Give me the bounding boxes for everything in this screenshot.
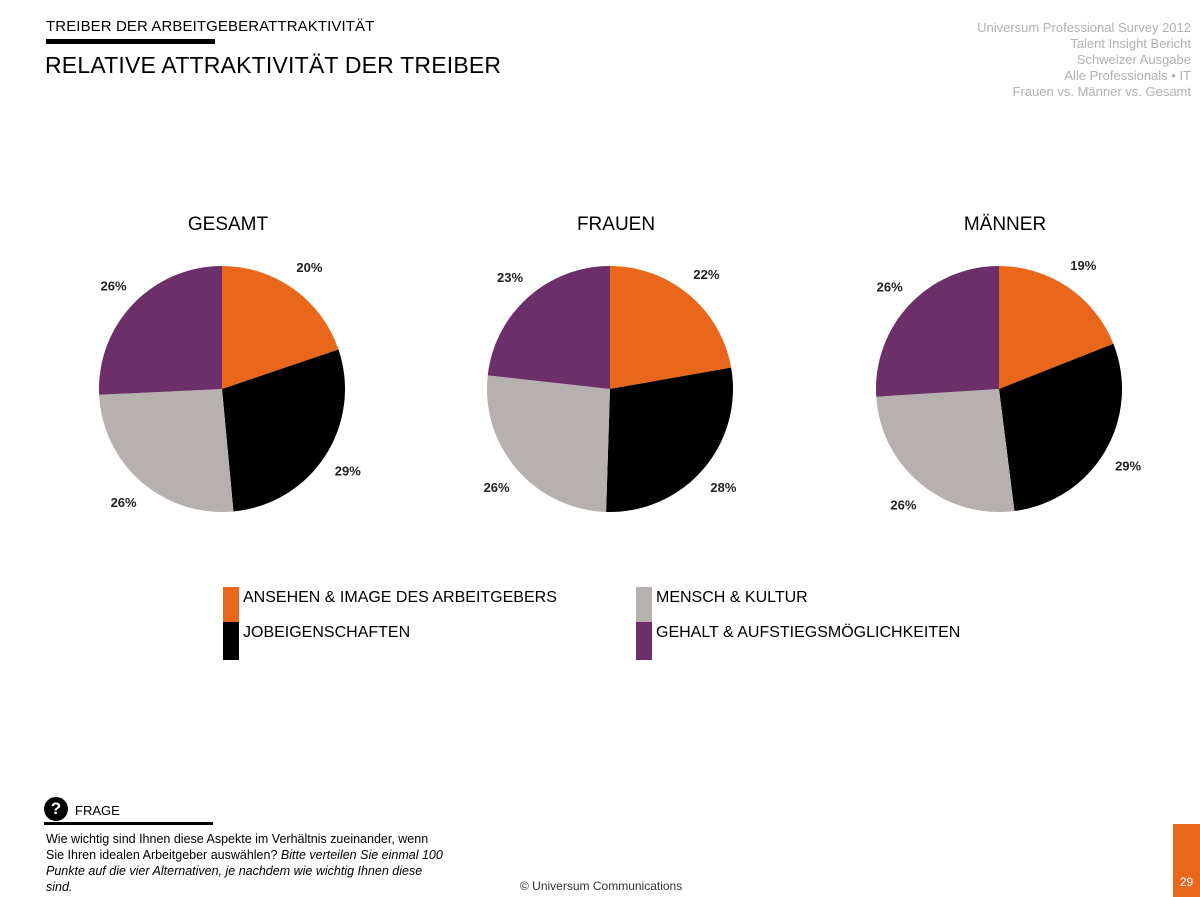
legend-swatch: [223, 622, 239, 660]
meta-line: Alle Professionals • IT: [1064, 68, 1191, 83]
pie-slice: [222, 266, 339, 389]
data-label: 26%: [877, 279, 903, 294]
data-label: 26%: [100, 278, 126, 293]
data-label: 19%: [1070, 258, 1096, 273]
pie-slice: [610, 266, 732, 389]
pie-charts: GESAMT 20% 29% 26% 26% FRAUEN 22% 28% 26% 23% MÄNN…: [98, 214, 1142, 513]
pie-slice: [875, 266, 999, 397]
question-text: Wie wichtig sind Ihnen diese Aspekte im …: [46, 831, 446, 895]
page-number: 29: [1179, 875, 1194, 889]
data-label: 26%: [111, 495, 137, 510]
data-label: 29%: [1115, 458, 1141, 473]
meta-line: Universum Professional Survey 2012: [977, 20, 1191, 35]
section-label: TREIBER DER ARBEITGEBERATTRAKTIVITÄT: [46, 18, 375, 35]
page-number-tab: 29: [1173, 824, 1200, 897]
copyright: © Universum Communications: [520, 879, 683, 893]
meta-line: Talent Insight Bericht: [1070, 36, 1191, 51]
pie-slice: [606, 367, 733, 513]
data-label: 28%: [710, 480, 736, 495]
data-label: 26%: [890, 498, 916, 513]
legend-swatch: [636, 622, 652, 660]
legend-label: MENSCH & KULTUR: [656, 589, 808, 606]
legend-label: GEHALT & AUFSTIEGSMÖGLICHKEITEN: [656, 624, 961, 641]
data-label: 23%: [497, 270, 523, 285]
question-label: FRAGE: [75, 803, 120, 818]
data-label: 20%: [296, 260, 322, 275]
legend-label: JOBEIGENSCHAFTEN: [243, 624, 411, 641]
data-label: 29%: [335, 464, 361, 479]
chart-title: FRAUEN: [577, 214, 655, 235]
legend-swatch: [636, 587, 652, 625]
pie-slice: [99, 389, 234, 512]
survey-meta: Universum Professional Survey 2012 Talen…: [977, 20, 1191, 100]
pie-slice: [98, 266, 222, 395]
meta-line: Schweizer Ausgabe: [1076, 52, 1191, 67]
pie-slice: [999, 343, 1122, 512]
question-underline: [44, 822, 213, 825]
pie-slice: [487, 375, 610, 512]
question-text-italic: Bitte verteilen Sie einmal 100 Punkte au…: [46, 848, 443, 894]
meta-line: Frauen vs. Männer vs. Gesamt: [1012, 84, 1191, 99]
legend-swatch: [223, 587, 239, 625]
section-underline: [46, 39, 215, 44]
pie-slice: [222, 349, 345, 512]
chart-title: GESAMT: [188, 214, 269, 235]
data-label: 22%: [693, 267, 719, 282]
pie-slice: [999, 266, 1114, 389]
pie-slice: [876, 389, 1015, 513]
legend-label: ANSEHEN & IMAGE DES ARBEITGEBERS: [243, 589, 557, 606]
page-title: RELATIVE ATTRAKTIVITÄT DER TREIBER: [45, 52, 502, 78]
data-label: 26%: [484, 480, 510, 495]
chart-title: MÄNNER: [964, 214, 1046, 235]
question-icon: ?: [44, 797, 68, 821]
pie-slice: [487, 266, 610, 389]
question-text-plain: Wie wichtig sind Ihnen diese Aspekte im …: [46, 832, 429, 862]
